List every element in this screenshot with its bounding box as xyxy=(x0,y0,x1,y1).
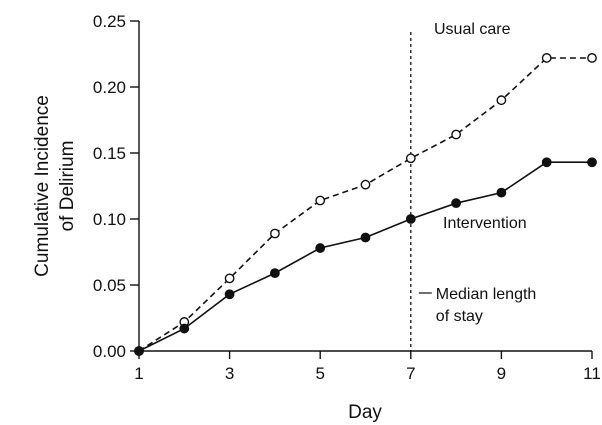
intervention-point xyxy=(179,323,190,334)
y-tick-label: 0.25 xyxy=(93,12,126,31)
x-tick-label: 5 xyxy=(315,364,324,383)
median-stay-reference: Median length of stay xyxy=(410,32,537,351)
intervention-point xyxy=(405,214,416,224)
intervention-point xyxy=(360,232,371,243)
usual-care-point xyxy=(451,129,461,140)
intervention-point xyxy=(541,157,552,168)
usual-care-point xyxy=(405,153,416,164)
y-tick-label: 0.15 xyxy=(93,144,126,163)
usual-care-label: Usual care xyxy=(434,21,511,38)
usual-care-point xyxy=(315,195,326,206)
median-stay-label-line: Median length xyxy=(436,286,537,303)
median-stay-label-line: of stay xyxy=(436,308,483,325)
usual-care-point xyxy=(541,53,552,63)
x-tick-label: 11 xyxy=(583,364,601,383)
intervention-point xyxy=(224,289,235,300)
series-labels: Usual care Intervention xyxy=(434,21,527,232)
usual-care-point xyxy=(224,273,235,284)
intervention-label: Intervention xyxy=(443,215,527,232)
y-tick-label: 0.10 xyxy=(93,210,126,229)
y-tick-label: 0.20 xyxy=(93,78,126,97)
y-tick-label: 0.05 xyxy=(93,276,126,295)
usual-care-point xyxy=(269,228,280,239)
intervention-point xyxy=(451,198,461,209)
series-line-intervention xyxy=(138,161,592,352)
x-tick-label: 7 xyxy=(406,364,415,383)
series-group xyxy=(134,53,597,356)
series-line-usual-care xyxy=(138,57,592,352)
x-axis-label: Day xyxy=(348,402,382,423)
x-ticks: 1 3 5 7 9 11 xyxy=(134,351,601,383)
x-tick-label: 3 xyxy=(225,364,234,383)
y-axis-label: Cumulative Incidence of Delirium xyxy=(32,95,78,277)
intervention-point xyxy=(269,268,280,279)
y-axis-label-line-2: of Delirium xyxy=(57,141,78,232)
intervention-point xyxy=(496,187,507,198)
usual-care-point xyxy=(587,53,597,63)
y-axis-label-line-1: Cumulative Incidence xyxy=(32,95,53,277)
y-ticks: 0.00 0.05 0.10 0.15 0.20 0.25 xyxy=(93,12,139,361)
intervention-point xyxy=(134,346,144,356)
intervention-point xyxy=(315,243,326,253)
plot-area: 0.00 0.05 0.10 0.15 0.20 0.25 1 3 5 7 9 11 Median … xyxy=(93,12,601,383)
x-tick-label: 9 xyxy=(497,364,506,383)
intervention-point xyxy=(587,157,597,168)
usual-care-point xyxy=(360,179,371,190)
usual-care-point xyxy=(496,95,507,106)
x-tick-label: 1 xyxy=(134,364,143,383)
y-tick-label: 0.00 xyxy=(93,342,126,361)
